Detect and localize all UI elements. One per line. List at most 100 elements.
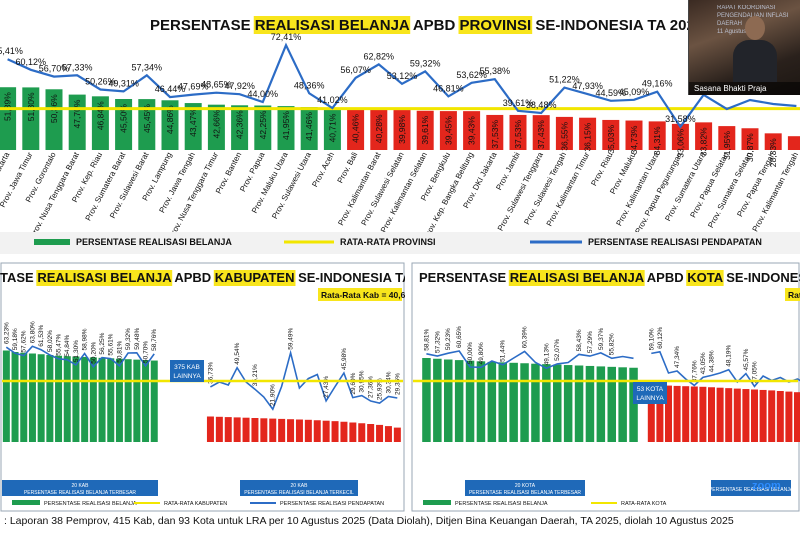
kabupaten-bottom-belanja-bar — [304, 419, 312, 442]
kota-top-belanja-bar — [629, 367, 638, 442]
provinsi-belanja-label: 44,86% — [165, 105, 175, 134]
provinsi-pendapatan-label: 46,44% — [155, 84, 186, 94]
kabupaten-bottom-box-line: 20 KAB — [291, 483, 309, 489]
kota-top-belanja-bar — [498, 362, 507, 442]
provinsi-belanja-bar — [323, 108, 341, 150]
kabupaten-top-pendapatan-label: 59,48% — [134, 328, 141, 350]
kabupaten-bottom-belanja-bar — [278, 418, 286, 442]
provinsi-chart-title-part: APBD — [409, 17, 459, 34]
kabupaten-top-pendapatan-label: 50,20% — [90, 341, 97, 363]
kota-bottom-pendapatan-label: 48,19% — [726, 344, 733, 366]
kabupaten-bottom-belanja-bar — [215, 416, 223, 442]
kota-bottom-belanja-bar — [647, 385, 655, 442]
provinsi-belanja-bar — [0, 87, 17, 150]
provinsi-belanja-label: 51,39% — [3, 92, 13, 121]
kota-chart: PERSENTASE REALISASI BELANJA APBD KOTA S… — [411, 262, 800, 512]
provinsi-belanja-bar — [486, 114, 504, 150]
provinsi-belanja-label: 36,15% — [583, 122, 593, 151]
provinsi-chart-title-highlight — [253, 16, 411, 34]
provinsi-chart: PERSENTASE REALISASI BELANJA APBD PROVIN… — [0, 0, 800, 262]
kota-bottom-belanja-bar — [768, 390, 776, 442]
kabupaten-bottom-belanja-bar — [206, 416, 214, 442]
provinsi-pendapatan-label: 53,62% — [456, 70, 487, 80]
provinsi-chart-title-part: REALISASI BELANJA — [255, 17, 410, 34]
kota-middle-box — [633, 382, 667, 404]
kota-top-belanja-bar — [433, 358, 442, 442]
provinsi-belanja-bar — [625, 120, 643, 150]
kabupaten-top-belanja-bar — [115, 358, 123, 442]
kabupaten-bottom-pendapatan-label: 29,60% — [350, 372, 357, 394]
kabupaten-top-box-line: PERSENTASE REALISASI BELANJA TERBESAR — [24, 490, 136, 496]
kota-top-belanja-bar — [422, 358, 431, 442]
provinsi-belanja-bar — [718, 126, 736, 150]
kota-top-pendapatan-label: 51,44% — [500, 340, 507, 362]
kabupaten-top-belanja-bar — [150, 360, 158, 442]
kabupaten-top-belanja-bar — [55, 355, 63, 442]
kabupaten-top-pendapatan-label: 50,70% — [143, 341, 150, 363]
kabupaten-top-pendapatan-label: 59,18% — [12, 328, 19, 350]
provinsi-pendapatan-label: 57,33% — [62, 62, 93, 72]
kota-bottom-belanja-bar — [699, 386, 707, 442]
provinsi-belanja-bar — [45, 89, 63, 150]
kabupaten-bottom-belanja-bar — [251, 418, 259, 442]
kabupaten-bottom-pendapatan-label: 27,43% — [323, 376, 330, 398]
kota-bottom-belanja-bar — [716, 387, 724, 442]
kota-bottom-belanja-bar — [759, 389, 767, 442]
kota-top-pendapatan-label: 58,81% — [423, 329, 430, 351]
provinsi-belanja-bar — [463, 111, 481, 150]
kota-top-belanja-bar — [618, 367, 627, 442]
kota-bottom-belanja-bar — [751, 389, 758, 442]
participant-video — [733, 16, 777, 82]
provinsi-belanja-bar — [115, 99, 133, 150]
kabupaten-bottom-pendapatan-label: 27,36% — [368, 376, 375, 398]
provinsi-belanja-label: 31,95% — [722, 131, 732, 160]
provinsi-pendapatan-line — [7, 42, 797, 129]
provinsi-pendapatan-label: 41,02% — [317, 95, 348, 105]
provinsi-pendapatan-label: 45,09% — [619, 87, 650, 97]
kabupaten-top-belanja-bar — [63, 356, 71, 442]
provinsi-belanja-label: 46,84% — [95, 101, 105, 130]
kota-bottom-pendapatan-label: 59,10% — [648, 328, 655, 350]
kota-top-belanja-bar — [563, 365, 573, 442]
kota-bottom-belanja-bar — [656, 385, 664, 442]
kota-top-pendapatan-label: 60,39% — [522, 326, 529, 348]
kabupaten-chart-title-part: SE-INDONESIA TA 2025 — [294, 270, 405, 285]
kabupaten-top-pendapatan-line — [5, 345, 155, 368]
kota-chart-title-part: PERSENTASE — [419, 270, 510, 285]
provinsi-chart-title-part: SE-INDONESIA TA 2025 — [531, 17, 703, 34]
provinsi-chart-title-highlight — [458, 16, 533, 34]
provinsi-belanja-label: 39,43% — [467, 116, 477, 145]
banner-line-3: 11 Agustus 2025 — [717, 29, 762, 35]
kabupaten-middle-box-line1: 375 KAB — [174, 364, 200, 371]
kota-bottom-belanja-bar — [708, 387, 715, 442]
provinsi-belanja-bar — [416, 110, 434, 150]
kota-top-pendapatan-label: 55,82% — [609, 333, 616, 355]
provinsi-belanja-label: 37,53% — [513, 120, 523, 149]
provinsi-pendapatan-label: 50,26% — [85, 76, 116, 86]
kabupaten-top-pendapatan-label: 57,62% — [21, 330, 28, 352]
provinsi-legend-belanja: PERSENTASE REALISASI BELANJA — [76, 237, 232, 247]
provinsi-legend-pendapatan: PERSENTASE REALISASI PENDAPATAN — [588, 237, 762, 247]
kabupaten-bottom-belanja-bar — [233, 417, 241, 442]
kabupaten-bottom-belanja-bar — [313, 420, 321, 442]
kabupaten-top-pendapatan-label: 58,02% — [47, 330, 54, 352]
provinsi-belanja-label: 36,55% — [559, 121, 569, 150]
kabupaten-bottom-belanja-bar — [260, 418, 268, 442]
provinsi-legend-average: RATA-RATA PROVINSI — [340, 237, 436, 247]
provinsi-belanja-bar — [161, 100, 179, 150]
provinsi-chart-title-part: PERSENTASE — [150, 17, 255, 34]
provinsi-belanja-label: 47,70% — [72, 99, 82, 128]
kota-middle-box-line1: 53 KOTA — [637, 386, 664, 393]
kota-bottom-pendapatan-label: 43,05% — [700, 352, 707, 374]
kabupaten-top-belanja-bar — [72, 356, 80, 442]
kota-top-pendapatan-label: 59,37% — [598, 328, 605, 350]
kabupaten-bottom-pendapatan-label: 35,21% — [252, 364, 259, 386]
kabupaten-legend-belanja: PERSENTASE REALISASI BELANJA — [44, 501, 137, 507]
source-note: : Laporan 38 Pemprov, 415 Kab, dan 93 Ko… — [4, 515, 734, 527]
kota-top-pendapatan-label: 57,32% — [434, 331, 441, 353]
kota-top-belanja-bar — [444, 359, 453, 442]
provinsi-belanja-bar — [393, 110, 411, 150]
kabupaten-top-belanja-bar — [20, 352, 28, 442]
provinsi-belanja-bar — [602, 119, 620, 150]
provinsi-belanja-label: 40,28% — [374, 114, 384, 143]
